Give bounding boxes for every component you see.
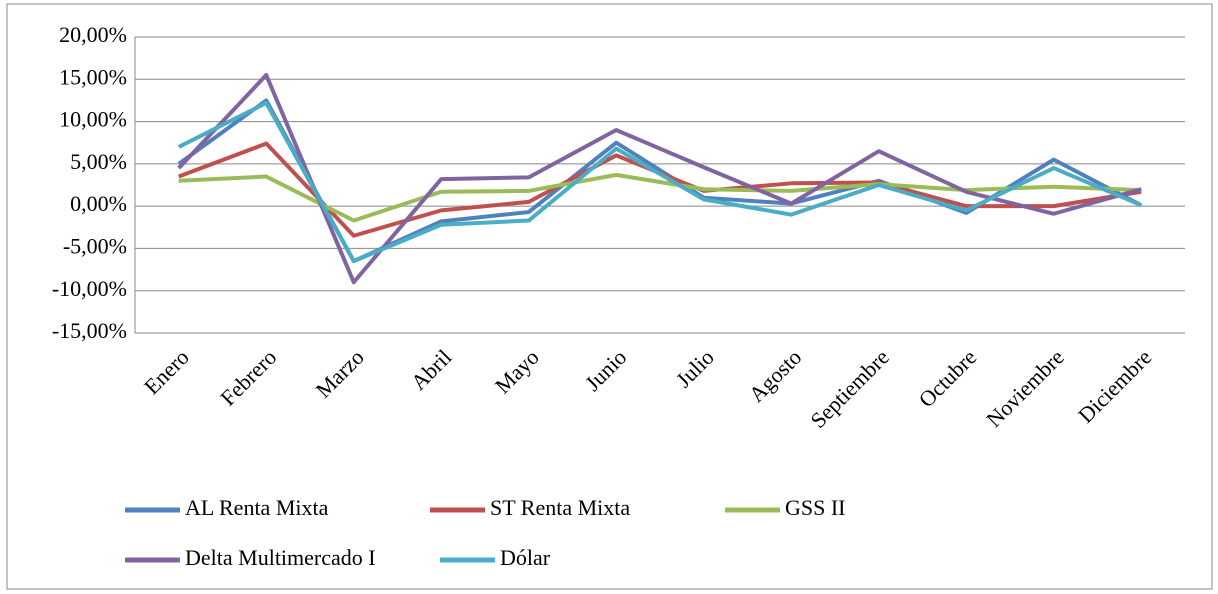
y-tick-label: -5,00% — [63, 233, 127, 258]
y-tick-label: 15,00% — [59, 64, 127, 89]
y-tick-label: 0,00% — [70, 191, 127, 216]
legend-label: GSS II — [785, 495, 846, 520]
series-line — [178, 172, 1142, 223]
series-line — [177, 73, 1142, 285]
y-tick-label: 20,00% — [59, 22, 127, 47]
y-tick-label: -10,00% — [52, 276, 127, 301]
legend-label: Dólar — [500, 545, 551, 570]
y-tick-label: 5,00% — [70, 149, 127, 174]
y-tick-label: 10,00% — [59, 107, 127, 132]
legend-label: AL Renta Mixta — [185, 495, 329, 520]
legend-label: Delta Multimercado I — [185, 545, 376, 570]
series-line — [177, 100, 1143, 264]
y-tick-label: -15,00% — [52, 318, 127, 343]
chart-border — [6, 3, 1213, 590]
legend-label: ST Renta Mixta — [490, 495, 630, 520]
